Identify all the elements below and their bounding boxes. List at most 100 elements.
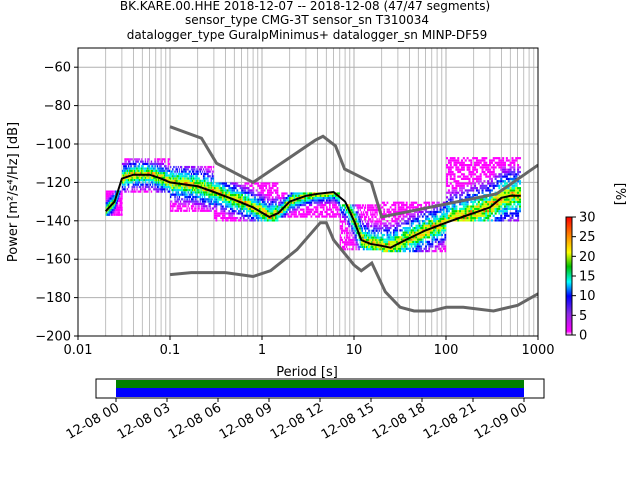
- heat-cell: [330, 210, 333, 214]
- heat-cell: [375, 206, 377, 209]
- heat-cell: [485, 175, 488, 178]
- heat-cell: [503, 189, 507, 192]
- heat-cell: [228, 203, 231, 206]
- heat-cell: [225, 207, 227, 210]
- heat-cell: [278, 194, 280, 197]
- heat-cell: [517, 198, 520, 201]
- heat-cell: [177, 184, 179, 187]
- heat-cell: [150, 176, 153, 179]
- heat-cell: [468, 219, 471, 222]
- heat-cell: [404, 245, 407, 248]
- heat-cell: [483, 187, 486, 190]
- heat-cell: [489, 159, 492, 162]
- heat-cell: [131, 181, 133, 184]
- heat-cell: [442, 201, 445, 204]
- heat-cell: [368, 206, 370, 209]
- heat-cell: [305, 192, 308, 195]
- heat-cell: [457, 159, 460, 162]
- heat-cell: [357, 206, 359, 209]
- heat-cell: [302, 213, 305, 216]
- heat-cell: [379, 248, 381, 251]
- heat-cell: [189, 182, 192, 185]
- heat-cell: [449, 193, 452, 197]
- heat-cell: [429, 229, 432, 232]
- heat-cell: [503, 214, 507, 217]
- heat-cell: [213, 198, 216, 201]
- heat-cell: [273, 210, 276, 213]
- heat-cell: [417, 210, 419, 214]
- heat-cell: [178, 202, 181, 205]
- heat-cell: [145, 185, 148, 189]
- heat-cell: [474, 200, 477, 204]
- heat-cell: [515, 205, 518, 208]
- heat-cell: [233, 196, 235, 199]
- heat-cell: [182, 184, 184, 187]
- heat-cell: [270, 189, 272, 192]
- heat-cell: [151, 167, 154, 170]
- heat-cell: [324, 215, 327, 218]
- heat-cell: [287, 215, 290, 218]
- heat-cell: [276, 214, 279, 217]
- heat-cell: [197, 182, 199, 185]
- heat-cell: [498, 196, 501, 199]
- heat-cell: [360, 229, 362, 232]
- heat-cell: [258, 187, 261, 190]
- heat-cell: [428, 217, 431, 220]
- heat-cell: [472, 170, 475, 174]
- heat-cell: [460, 189, 464, 192]
- heat-cell: [409, 226, 411, 230]
- heat-cell: [370, 238, 372, 242]
- heat-cell: [161, 174, 163, 177]
- heat-cell: [197, 202, 199, 205]
- heat-cell: [201, 202, 204, 205]
- heat-cell: [397, 210, 400, 214]
- heat-cell: [138, 158, 141, 161]
- heat-cell: [213, 184, 216, 187]
- heat-cell: [500, 214, 503, 217]
- heat-cell: [457, 219, 460, 222]
- heat-cell: [236, 184, 239, 187]
- heat-cell: [455, 182, 458, 185]
- heat-cell: [250, 198, 253, 201]
- heat-cell: [487, 182, 490, 185]
- heat-cell: [274, 207, 277, 210]
- heat-cell: [347, 220, 349, 223]
- heat-cell: [412, 220, 415, 223]
- heat-cell: [464, 205, 467, 208]
- heat-cell: [436, 215, 439, 218]
- heat-cell: [239, 210, 242, 213]
- heat-cell: [355, 243, 357, 246]
- heat-cell: [188, 188, 190, 192]
- heat-cell: [184, 168, 186, 171]
- heat-cell: [352, 213, 354, 216]
- heat-cell: [434, 226, 437, 230]
- heat-cell: [184, 177, 186, 180]
- heat-cell: [496, 207, 499, 210]
- heat-cell: [123, 169, 125, 172]
- heat-cell: [466, 184, 469, 187]
- heat-cell: [447, 184, 450, 187]
- heat-cell: [449, 216, 452, 220]
- heat-cell: [402, 226, 405, 230]
- heat-cell: [173, 205, 175, 208]
- heat-cell: [421, 250, 424, 253]
- heat-cell: [194, 177, 196, 180]
- heat-cell: [339, 208, 341, 212]
- heat-cell: [444, 217, 447, 220]
- heat-cell: [344, 220, 347, 223]
- heat-cell: [167, 185, 169, 189]
- heat-cell: [479, 177, 482, 181]
- heat-cell: [455, 166, 458, 169]
- heat-cell: [490, 184, 493, 187]
- title-line-3: datalogger_type GuralpMinimus+ datalogge…: [127, 28, 488, 42]
- heat-cell: [184, 195, 186, 199]
- heat-cell: [405, 236, 408, 239]
- y-tick-label: −180: [35, 291, 71, 306]
- heat-cell: [359, 215, 361, 219]
- heat-cell: [373, 229, 375, 232]
- heat-cell: [220, 212, 223, 215]
- heat-cell: [394, 222, 397, 225]
- heat-cell: [178, 195, 181, 199]
- heat-cell: [475, 198, 478, 201]
- heat-cell: [490, 166, 493, 169]
